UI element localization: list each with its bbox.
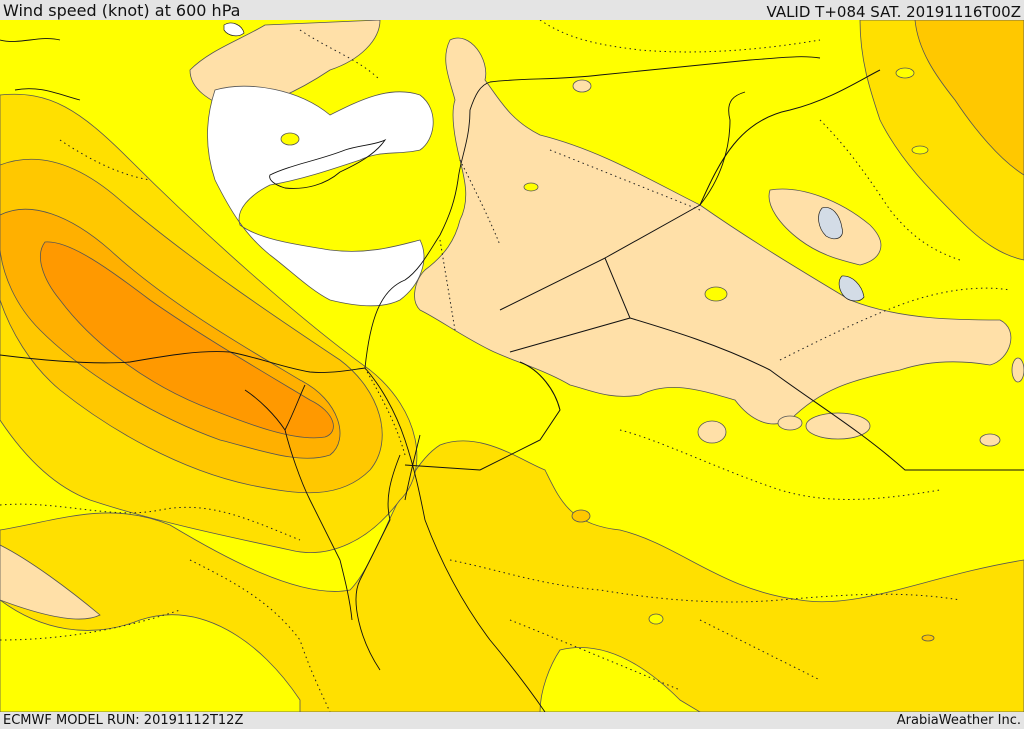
wind-speed-map[interactable] xyxy=(0,20,1024,712)
wind-band-se-yellow xyxy=(539,647,701,712)
wind-patch xyxy=(704,286,728,302)
wind-patch xyxy=(697,420,727,444)
wind-patch xyxy=(805,412,871,440)
lake xyxy=(818,207,843,240)
header-bar: Wind speed (knot) at 600 hPa VALID T+084… xyxy=(0,0,1024,20)
wind-band-south-gold xyxy=(0,440,1024,712)
wind-patch xyxy=(280,132,300,146)
wind-calm-mediterranean xyxy=(207,85,434,307)
wind-patch xyxy=(911,145,929,155)
wind-patch xyxy=(572,79,592,93)
credit: ArabiaWeather Inc. xyxy=(896,713,1021,728)
wind-patch xyxy=(921,634,935,642)
wind-patch xyxy=(571,509,591,523)
wind-patch xyxy=(648,613,664,625)
wind-patch xyxy=(895,67,915,79)
wind-band-sw-yellow xyxy=(0,599,301,712)
model-run: ECMWF MODEL RUN: 20191112T12Z xyxy=(3,713,244,728)
wind-patch xyxy=(1011,357,1024,383)
national-borders xyxy=(404,69,1024,471)
internal-borders xyxy=(0,20,1011,712)
coastlines xyxy=(0,38,821,712)
wind-core-dark-orange xyxy=(40,241,334,439)
wind-band-ne-amber xyxy=(914,20,1024,176)
map-title: Wind speed (knot) at 600 hPa xyxy=(3,1,241,20)
nile-river xyxy=(244,384,353,621)
peninsula-borders xyxy=(364,159,501,456)
map-canvas xyxy=(0,20,1024,712)
wind-patch xyxy=(777,415,803,431)
wind-patch xyxy=(979,433,1001,447)
footer-bar: ECMWF MODEL RUN: 20191112T12Z ArabiaWeat… xyxy=(0,712,1024,729)
valid-time: VALID T+084 SAT. 20191116T00Z xyxy=(766,3,1021,21)
wind-patch xyxy=(523,182,539,192)
lake xyxy=(838,275,865,302)
lake xyxy=(223,22,245,37)
wind-band-sw-light xyxy=(0,544,101,620)
